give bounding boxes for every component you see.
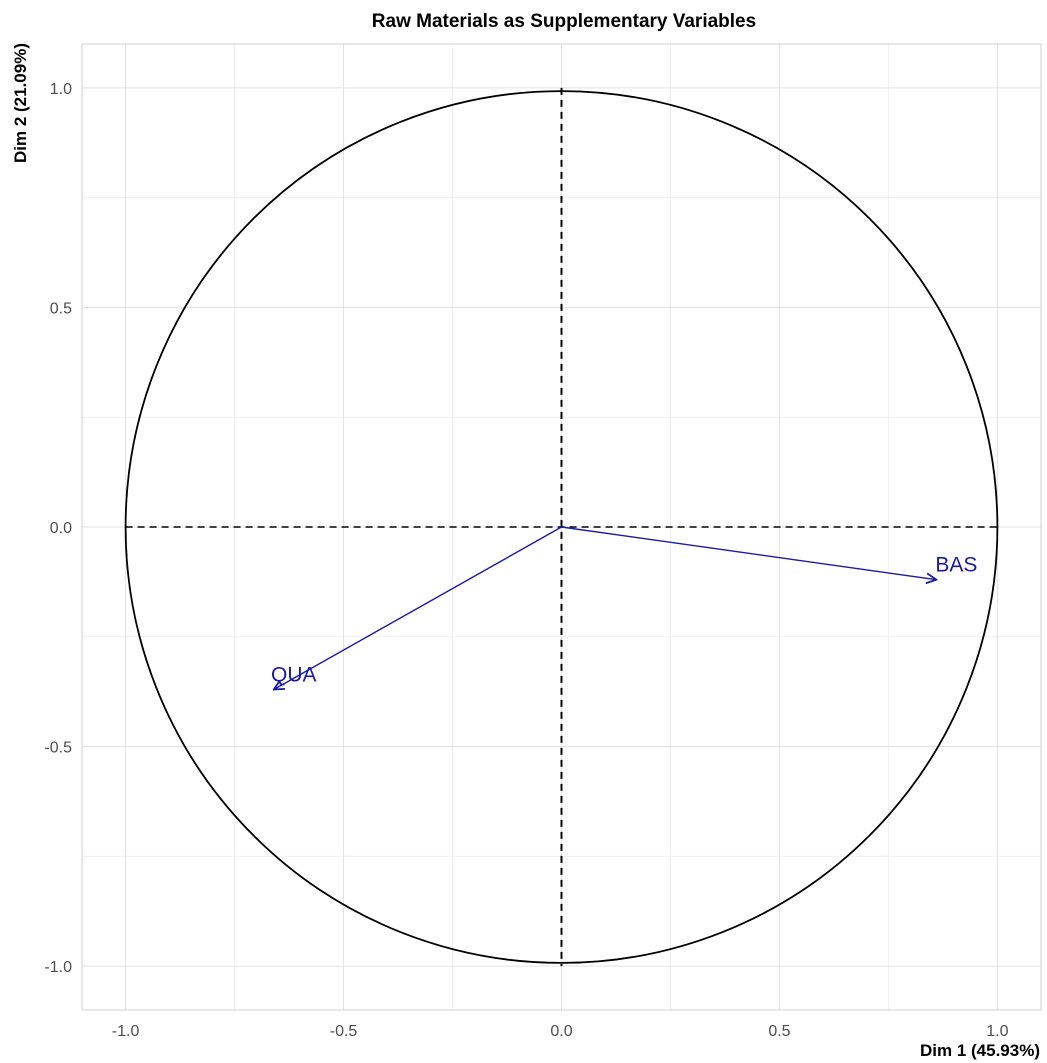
chart-title: Raw Materials as Supplementary Variables (372, 11, 756, 32)
x-tick-label: -1.0 (112, 1023, 140, 1040)
vector-arrow-qua (274, 526, 562, 689)
y-tick-label: 0.0 (50, 520, 72, 537)
vector-label-qua: QUA (271, 663, 317, 686)
y-axis-title: Dim 2 (21.09%) (11, 43, 30, 163)
y-tick-label: -0.5 (44, 740, 72, 757)
x-tick-label: 0.5 (768, 1023, 790, 1040)
y-tick-label: 1.0 (50, 81, 72, 98)
x-axis-title: Dim 1 (45.93%) (920, 1041, 1040, 1060)
x-tick-label: 1.0 (986, 1023, 1008, 1040)
panel-border (81, 43, 1042, 1011)
y-axis-ticks: -1.0 -0.5 0.0 0.5 1.0 (44, 81, 72, 976)
y-tick-label: 0.5 (50, 300, 72, 317)
vector-label-bas: BAS (935, 554, 977, 577)
x-axis-ticks: -1.0 -0.5 0.0 0.5 1.0 (112, 1023, 1009, 1040)
variable-vectors: BAS QUA (271, 526, 977, 689)
x-tick-label: -0.5 (330, 1023, 358, 1040)
y-tick-label: -1.0 (44, 959, 72, 976)
x-tick-label: 0.0 (550, 1023, 572, 1040)
vector-arrow-bas (561, 526, 937, 580)
